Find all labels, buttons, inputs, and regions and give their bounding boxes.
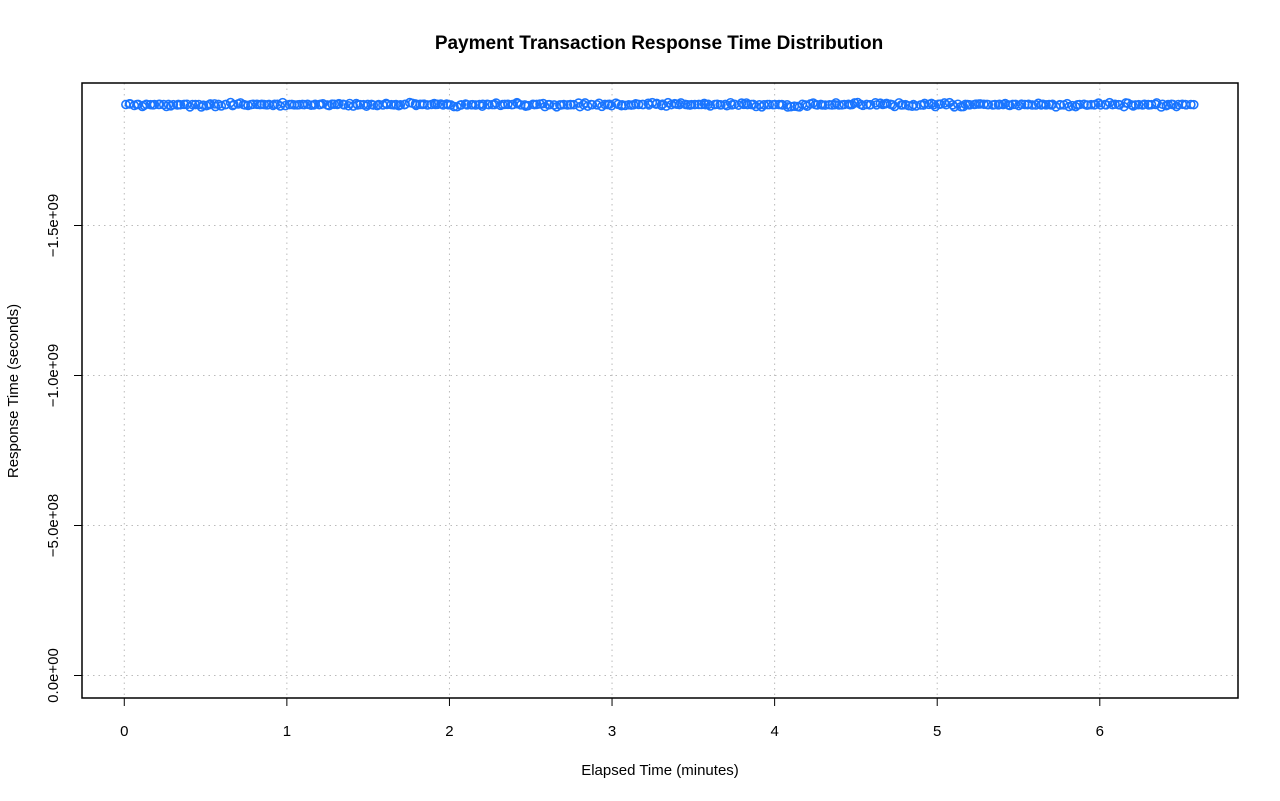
data-point — [587, 99, 598, 110]
y-axis-label: Response Time (seconds) — [5, 304, 22, 478]
data-point — [1027, 100, 1037, 110]
data-point — [703, 99, 713, 110]
data-point — [361, 101, 372, 111]
data-point — [280, 100, 291, 111]
data-point — [248, 99, 258, 110]
x-tick-label: 4 — [770, 723, 778, 740]
data-point — [1130, 100, 1141, 110]
data-point — [549, 100, 559, 110]
data-point — [759, 99, 769, 110]
data-point — [1188, 99, 1199, 110]
chart-title: Payment Transaction Response Time Distri… — [435, 33, 883, 54]
x-tick-label: 3 — [608, 723, 616, 740]
data-point — [1055, 100, 1066, 110]
data-point — [720, 99, 731, 110]
data-point — [368, 100, 379, 110]
data-point — [861, 99, 872, 110]
y-tick-label: 0.0e+00 — [45, 648, 62, 703]
y-tick-label: −1.5e+09 — [45, 194, 62, 257]
data-point — [187, 99, 198, 110]
data-point — [1016, 99, 1027, 110]
data-point — [604, 99, 615, 110]
data-point — [742, 99, 753, 110]
data-point — [633, 99, 644, 110]
data-point — [334, 98, 344, 109]
grid-lines — [82, 83, 1238, 698]
data-point — [362, 99, 373, 110]
data-point — [478, 99, 488, 110]
data-point — [935, 99, 946, 110]
data-point — [1186, 99, 1196, 110]
data-point — [185, 102, 195, 112]
data-point — [175, 99, 186, 110]
data-point — [1139, 99, 1150, 110]
x-tick-label: 2 — [445, 723, 453, 740]
data-point — [470, 100, 481, 110]
x-tick-label: 6 — [1096, 723, 1104, 740]
data-point — [1133, 99, 1144, 110]
data-point — [983, 99, 994, 110]
data-point — [372, 100, 383, 111]
data-point — [881, 98, 892, 109]
data-point — [168, 99, 179, 110]
data-point — [432, 99, 443, 110]
data-point — [339, 100, 349, 110]
x-tick-label: 0 — [120, 723, 128, 740]
data-point — [395, 100, 406, 110]
data-point — [558, 99, 569, 110]
data-point — [748, 99, 759, 110]
data-point — [638, 99, 648, 110]
data-point — [229, 99, 239, 110]
data-point — [329, 99, 340, 110]
y-tick-label: −1.0e+09 — [45, 344, 62, 407]
data-point — [782, 102, 793, 112]
data-point — [994, 99, 1005, 110]
data-point — [1110, 99, 1120, 110]
plot-frame — [81, 82, 1239, 699]
x-tick-label: 1 — [283, 723, 291, 740]
x-tick-label: 5 — [933, 723, 941, 740]
data-point — [865, 99, 876, 110]
data-point — [149, 99, 160, 110]
data-points — [121, 97, 1199, 112]
data-point — [1171, 101, 1182, 112]
data-point — [690, 99, 700, 110]
data-point — [1146, 99, 1157, 110]
data-point — [652, 98, 662, 109]
data-point — [919, 98, 930, 109]
data-point — [729, 99, 740, 110]
data-point — [503, 99, 513, 110]
x-axis-label: Elapsed Time (minutes) — [581, 762, 739, 779]
data-point — [964, 100, 975, 110]
data-point — [456, 100, 467, 110]
data-point — [777, 100, 788, 110]
data-point — [716, 100, 726, 110]
data-point — [568, 99, 579, 110]
data-point — [849, 98, 860, 108]
data-point — [699, 98, 710, 109]
data-point — [277, 97, 288, 108]
data-point — [817, 100, 828, 110]
data-point — [1095, 100, 1106, 110]
data-point — [299, 99, 310, 110]
x-axis: 0 1 2 3 4 5 6 — [120, 698, 1104, 740]
data-point — [929, 99, 939, 110]
y-tick-label: −5.0e+08 — [45, 494, 62, 557]
data-point — [887, 100, 898, 110]
data-point — [382, 99, 392, 110]
y-axis: 0.0e+00 −5.0e+08 −1.0e+09 −1.5e+09 — [45, 194, 82, 703]
data-point — [820, 100, 831, 110]
data-point — [764, 99, 775, 110]
data-point — [318, 98, 328, 109]
data-point — [268, 100, 278, 111]
data-point — [979, 99, 989, 110]
